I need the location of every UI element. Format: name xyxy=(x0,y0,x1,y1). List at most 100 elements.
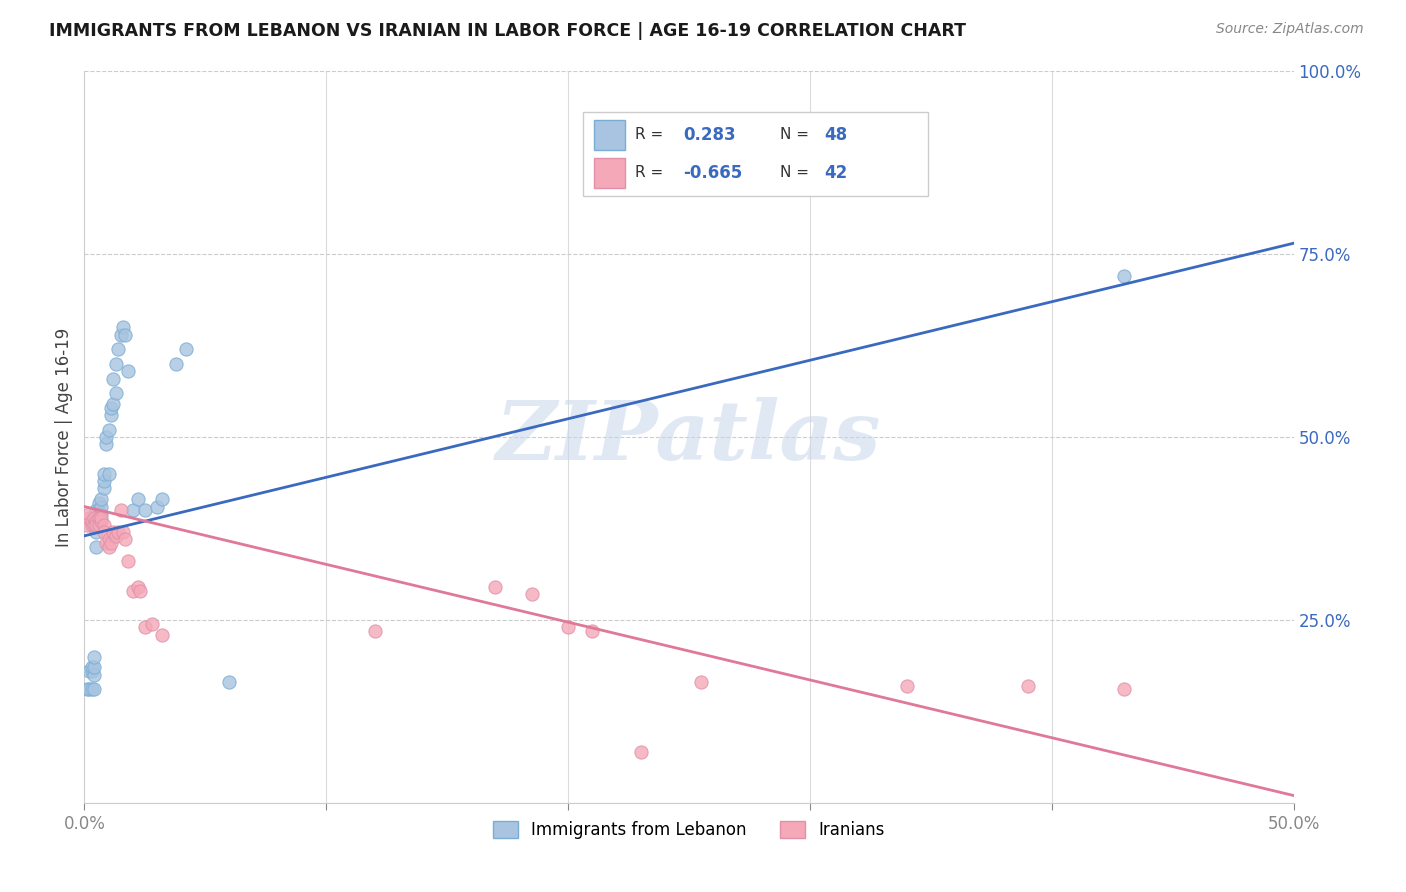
Point xyxy=(86,514,108,528)
Point xyxy=(150,492,173,507)
Point xyxy=(94,430,117,444)
Point xyxy=(107,525,129,540)
Point xyxy=(174,343,197,357)
Point xyxy=(112,320,135,334)
Point xyxy=(97,540,120,554)
Point xyxy=(100,408,122,422)
Point xyxy=(94,437,117,451)
Point xyxy=(112,525,135,540)
Point xyxy=(83,517,105,532)
Text: IMMIGRANTS FROM LEBANON VS IRANIAN IN LABOR FORCE | AGE 16-19 CORRELATION CHART: IMMIGRANTS FROM LEBANON VS IRANIAN IN LA… xyxy=(49,22,966,40)
Point xyxy=(93,481,115,495)
Point xyxy=(83,667,105,681)
Point xyxy=(581,624,603,638)
Point xyxy=(93,525,115,540)
Point xyxy=(80,664,103,678)
Text: ZIPatlas: ZIPatlas xyxy=(496,397,882,477)
Point xyxy=(104,357,127,371)
Legend: Immigrants from Lebanon, Iranians: Immigrants from Lebanon, Iranians xyxy=(486,814,891,846)
Point xyxy=(117,364,139,378)
Point xyxy=(121,583,143,598)
Point xyxy=(110,327,132,342)
Point xyxy=(86,514,108,528)
Point xyxy=(80,514,103,528)
Point xyxy=(484,580,506,594)
Point xyxy=(86,540,108,554)
Point xyxy=(103,525,125,540)
Point xyxy=(77,507,100,521)
Point xyxy=(100,401,122,415)
Point xyxy=(76,682,98,697)
Text: 48: 48 xyxy=(824,126,848,144)
Point xyxy=(114,327,136,342)
Point xyxy=(76,517,98,532)
Point xyxy=(86,525,108,540)
Point xyxy=(114,533,136,547)
Text: R =: R = xyxy=(636,128,668,143)
Point xyxy=(87,496,110,510)
Point xyxy=(83,682,105,697)
Point xyxy=(103,397,125,411)
Point xyxy=(77,682,100,697)
Point xyxy=(146,500,169,514)
Point xyxy=(80,682,103,697)
Point xyxy=(1017,679,1039,693)
Point xyxy=(107,343,129,357)
Point xyxy=(97,467,120,481)
Point xyxy=(630,745,652,759)
Point xyxy=(1114,269,1136,284)
Point xyxy=(127,492,149,507)
Text: N =: N = xyxy=(780,128,814,143)
Point xyxy=(127,580,149,594)
Point xyxy=(165,357,187,371)
Point xyxy=(94,536,117,550)
Point xyxy=(104,386,127,401)
Point xyxy=(87,517,110,532)
Point xyxy=(93,517,115,532)
Point xyxy=(83,510,105,524)
Point xyxy=(93,467,115,481)
Bar xyxy=(593,120,624,150)
Point xyxy=(77,510,100,524)
Point xyxy=(150,627,173,641)
Point xyxy=(134,503,156,517)
Point xyxy=(90,510,112,524)
Point xyxy=(83,660,105,674)
Point xyxy=(117,554,139,568)
Point xyxy=(86,503,108,517)
Text: N =: N = xyxy=(780,165,814,180)
Point xyxy=(129,583,152,598)
Point xyxy=(80,517,103,532)
Point xyxy=(520,587,543,601)
Point xyxy=(690,675,713,690)
Point xyxy=(86,507,108,521)
Text: 0.283: 0.283 xyxy=(683,126,735,144)
Point xyxy=(104,529,127,543)
Y-axis label: In Labor Force | Age 16-19: In Labor Force | Age 16-19 xyxy=(55,327,73,547)
Text: 42: 42 xyxy=(824,164,848,182)
Point xyxy=(90,492,112,507)
Point xyxy=(218,675,240,690)
Text: -0.665: -0.665 xyxy=(683,164,742,182)
Point xyxy=(93,474,115,488)
Point xyxy=(1114,682,1136,697)
Point xyxy=(134,620,156,634)
Point xyxy=(110,503,132,517)
Point xyxy=(97,423,120,437)
Point xyxy=(87,510,110,524)
Point xyxy=(90,514,112,528)
Point xyxy=(103,371,125,385)
Point xyxy=(896,679,918,693)
Point xyxy=(87,510,110,524)
Point xyxy=(86,517,108,532)
Point xyxy=(90,507,112,521)
Text: R =: R = xyxy=(636,165,668,180)
Point xyxy=(83,649,105,664)
Point xyxy=(90,500,112,514)
Point xyxy=(97,533,120,547)
Point xyxy=(77,664,100,678)
Point xyxy=(121,503,143,517)
Point xyxy=(557,620,579,634)
Point xyxy=(87,507,110,521)
Bar xyxy=(593,158,624,188)
